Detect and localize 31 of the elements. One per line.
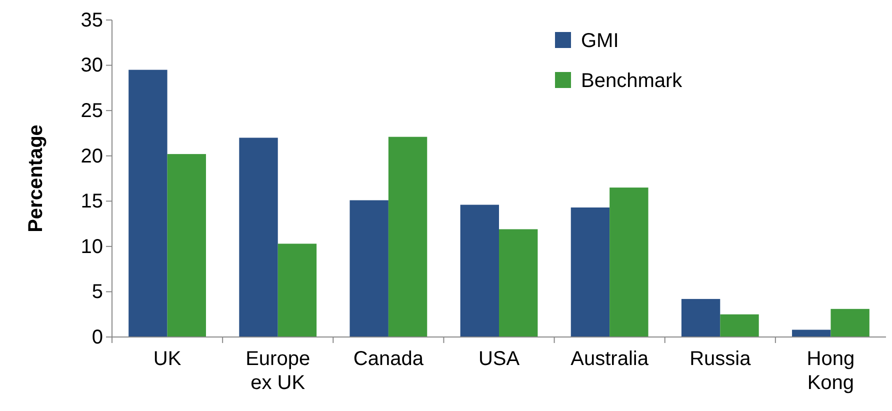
- legend-label: Benchmark: [581, 70, 684, 92]
- bar: [830, 308, 870, 337]
- bar: [167, 154, 206, 337]
- x-tick-label: Hong Kong: [806, 348, 855, 394]
- x-tick-label: UK: [153, 348, 182, 370]
- bar: [681, 298, 720, 337]
- y-tick-label: 10: [80, 236, 103, 258]
- bar: [278, 244, 317, 337]
- bar: [499, 229, 538, 337]
- x-tick-label: Australia: [570, 348, 650, 370]
- legend-label: GMI: [581, 30, 619, 52]
- bar: [388, 136, 428, 337]
- bar: [128, 70, 168, 337]
- bar: [610, 188, 648, 337]
- y-tick-label: 20: [80, 145, 103, 168]
- bar: [239, 138, 278, 337]
- bar: [720, 314, 759, 337]
- y-tick-label: 0: [92, 326, 103, 348]
- y-tick-label: 15: [80, 190, 103, 213]
- bar: [570, 207, 610, 337]
- x-tick-label: Europe ex UK: [246, 348, 310, 394]
- y-axis-title: Percentage: [25, 124, 47, 232]
- x-tick-label: Russia: [690, 348, 752, 370]
- y-tick-label: 30: [80, 54, 103, 77]
- bar: [460, 204, 499, 337]
- bar: [350, 200, 388, 337]
- y-tick-label: 5: [92, 281, 103, 304]
- y-tick-label: 35: [80, 9, 103, 32]
- x-tick-label: USA: [478, 348, 520, 370]
- x-tick-label: Canada: [353, 348, 424, 370]
- y-tick-label: 25: [80, 100, 103, 122]
